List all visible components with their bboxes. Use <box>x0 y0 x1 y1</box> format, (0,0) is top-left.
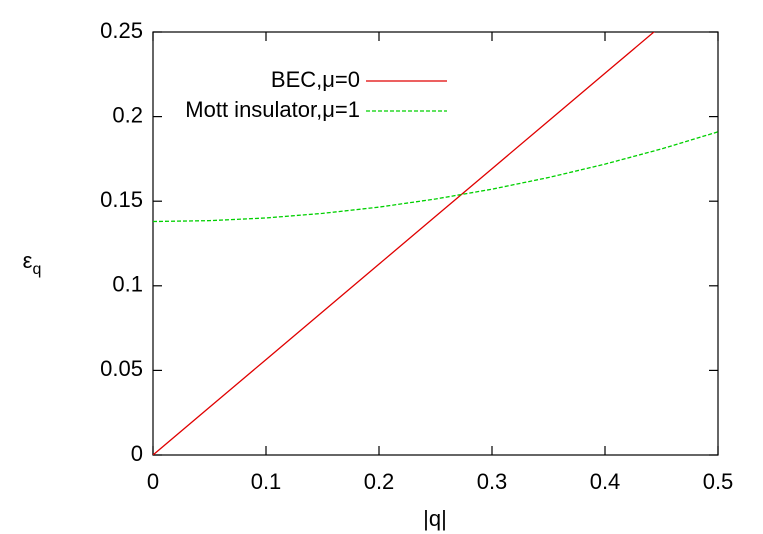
x-tick-label: 0.2 <box>364 469 395 494</box>
y-tick-label: 0.05 <box>100 356 143 381</box>
y-axis-label-main: ε <box>23 248 33 273</box>
legend-label: BEC,μ=0 <box>271 67 360 92</box>
series-line <box>153 32 655 455</box>
x-tick-label: 0.3 <box>477 469 508 494</box>
y-tick-label: 0 <box>131 441 143 466</box>
x-axis-label: |q| <box>423 506 447 531</box>
y-tick-label: 0.25 <box>100 18 143 43</box>
plot-frame <box>152 31 719 456</box>
x-tick-label: 0 <box>147 469 159 494</box>
legend-label: Mott insulator,μ=1 <box>185 97 360 122</box>
y-axis-label-sub: q <box>32 261 41 278</box>
y-tick-label: 0.2 <box>112 102 143 127</box>
x-tick-label: 0.5 <box>703 469 734 494</box>
y-tick-label: 0.15 <box>100 187 143 212</box>
series-line <box>153 131 718 223</box>
x-tick-label: 0.1 <box>251 469 282 494</box>
y-tick-label: 0.1 <box>112 272 143 297</box>
x-tick-label: 0.4 <box>590 469 621 494</box>
y-axis-label: εq <box>23 248 42 278</box>
